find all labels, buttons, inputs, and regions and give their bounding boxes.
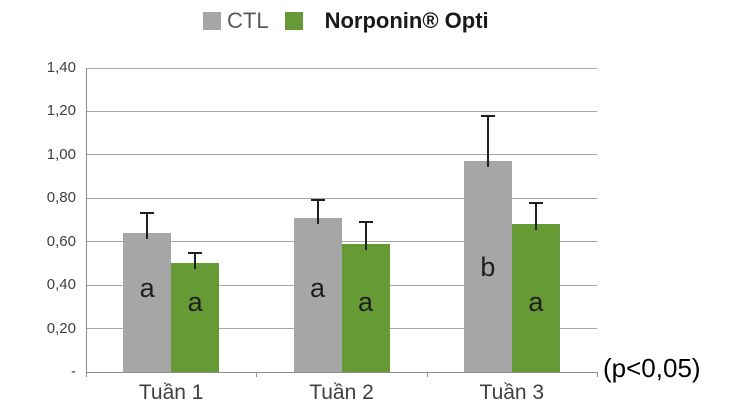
error-bar-cap bbox=[528, 201, 543, 204]
legend-label: Norponin® Opti bbox=[324, 8, 489, 33]
legend-swatch-icon bbox=[284, 12, 303, 30]
legend-item: Norponin® Opti bbox=[284, 8, 489, 33]
x-axis-tick bbox=[256, 372, 258, 377]
error-bar-line bbox=[486, 115, 489, 168]
significance-letter: a bbox=[139, 273, 155, 303]
y-gridline bbox=[86, 110, 597, 112]
error-bar-line bbox=[534, 202, 537, 231]
x-axis-line bbox=[86, 372, 597, 373]
significance-letter: a bbox=[187, 287, 203, 317]
error-bar-line bbox=[316, 200, 319, 224]
y-axis-tick-label: 0,60 bbox=[46, 232, 76, 250]
bar-ctl bbox=[463, 161, 512, 372]
bar-norponin bbox=[171, 263, 220, 372]
y-axis-tick-label: 1,00 bbox=[46, 145, 76, 163]
x-axis-tick bbox=[597, 372, 598, 377]
chart-legend: CTL Norponin® Opti bbox=[203, 9, 489, 33]
significance-letter: a bbox=[357, 287, 374, 317]
x-axis-category-label: Tuần 1 bbox=[138, 381, 204, 404]
significance-letter: b bbox=[480, 251, 496, 282]
y-axis-tick-label: 0,80 bbox=[46, 189, 76, 207]
y-axis-tick-label: 1,20 bbox=[46, 102, 76, 120]
x-axis-category-label: Tuần 2 bbox=[309, 381, 374, 404]
y-axis-line bbox=[86, 68, 87, 377]
legend-item: CTL bbox=[203, 9, 269, 33]
y-axis-tick-label: 0,20 bbox=[46, 319, 76, 337]
y-gridline bbox=[86, 67, 597, 69]
legend-swatch-icon bbox=[203, 12, 221, 30]
y-axis-tick-label: 1,40 bbox=[46, 59, 76, 76]
error-bar-cap bbox=[140, 212, 155, 215]
y-gridline bbox=[86, 154, 597, 156]
significance-letter: a bbox=[309, 273, 326, 303]
y-gridline bbox=[86, 197, 597, 199]
x-axis-tick bbox=[426, 372, 428, 377]
bar-norponin bbox=[511, 224, 560, 372]
error-bar-line bbox=[146, 213, 149, 240]
error-bar-cap bbox=[480, 114, 495, 117]
y-axis-tick-label: - bbox=[71, 363, 76, 380]
error-bar-cap bbox=[188, 251, 203, 254]
bar-norponin bbox=[341, 243, 390, 372]
error-bar-cap bbox=[358, 221, 373, 224]
p-value-annotation: (p<0,05) bbox=[603, 353, 701, 383]
error-bar-cap bbox=[310, 199, 325, 202]
significance-letter: a bbox=[528, 287, 544, 317]
error-bar-line bbox=[364, 222, 367, 250]
y-gridline bbox=[86, 241, 597, 243]
error-bar-line bbox=[194, 252, 197, 270]
y-axis-tick-label: 0,40 bbox=[46, 276, 76, 294]
legend-label: CTL bbox=[227, 8, 269, 33]
bar-ctl bbox=[123, 233, 172, 372]
bar-ctl bbox=[293, 217, 342, 372]
x-axis-category-label: Tuần 3 bbox=[479, 381, 545, 404]
